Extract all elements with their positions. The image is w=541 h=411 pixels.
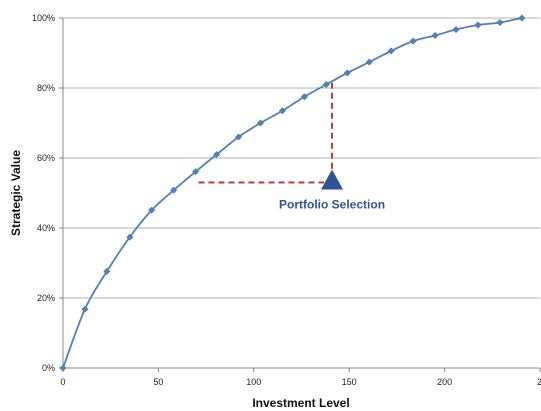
tick-labels: 0% 20% 40% 60% 80% 100% 0 50 100 150 200 25 (32, 13, 541, 387)
data-point (452, 25, 460, 34)
data-point (322, 80, 330, 89)
data-point (256, 119, 265, 127)
x-tick-label: 100 (246, 377, 261, 387)
data-point (126, 233, 134, 241)
y-tick-label: 80% (37, 83, 55, 93)
x-tick-label: 25 (537, 377, 541, 387)
triangle-marker-icon (321, 169, 344, 190)
y-tick-label: 40% (37, 223, 55, 233)
data-point (387, 47, 395, 55)
axes (59, 17, 541, 372)
data-point (213, 150, 221, 159)
data-point (59, 364, 67, 372)
data-point (81, 305, 89, 313)
data-point (148, 206, 156, 214)
data-point (518, 14, 526, 22)
y-tick-label: 20% (37, 293, 55, 303)
data-point (431, 31, 439, 40)
grid-lines (63, 17, 540, 299)
data-point (278, 107, 286, 115)
y-tick-label: 0% (42, 363, 55, 373)
x-tick-label: 0 (60, 377, 65, 387)
portfolio-selection-annotation (198, 82, 344, 190)
x-axis-title: Investment Level (252, 396, 349, 410)
series-layer (59, 14, 526, 372)
data-point (234, 133, 243, 141)
data-point (474, 21, 482, 29)
series-line (62, 17, 523, 369)
data-point (365, 58, 373, 66)
data-point (343, 69, 351, 77)
data-point (103, 267, 111, 275)
y-tick-label: 100% (32, 13, 55, 23)
data-point (409, 37, 417, 45)
y-tick-label: 60% (37, 153, 55, 163)
data-point (170, 186, 178, 194)
x-tick-label: 50 (153, 377, 163, 387)
x-tick-label: 200 (437, 377, 452, 387)
x-tick-label: 150 (342, 377, 357, 387)
data-point (300, 93, 308, 101)
annotation-label: Portfolio Selection (279, 198, 385, 212)
y-axis-title: Strategic Value (9, 150, 23, 236)
data-point (496, 18, 504, 27)
data-point (192, 168, 200, 176)
